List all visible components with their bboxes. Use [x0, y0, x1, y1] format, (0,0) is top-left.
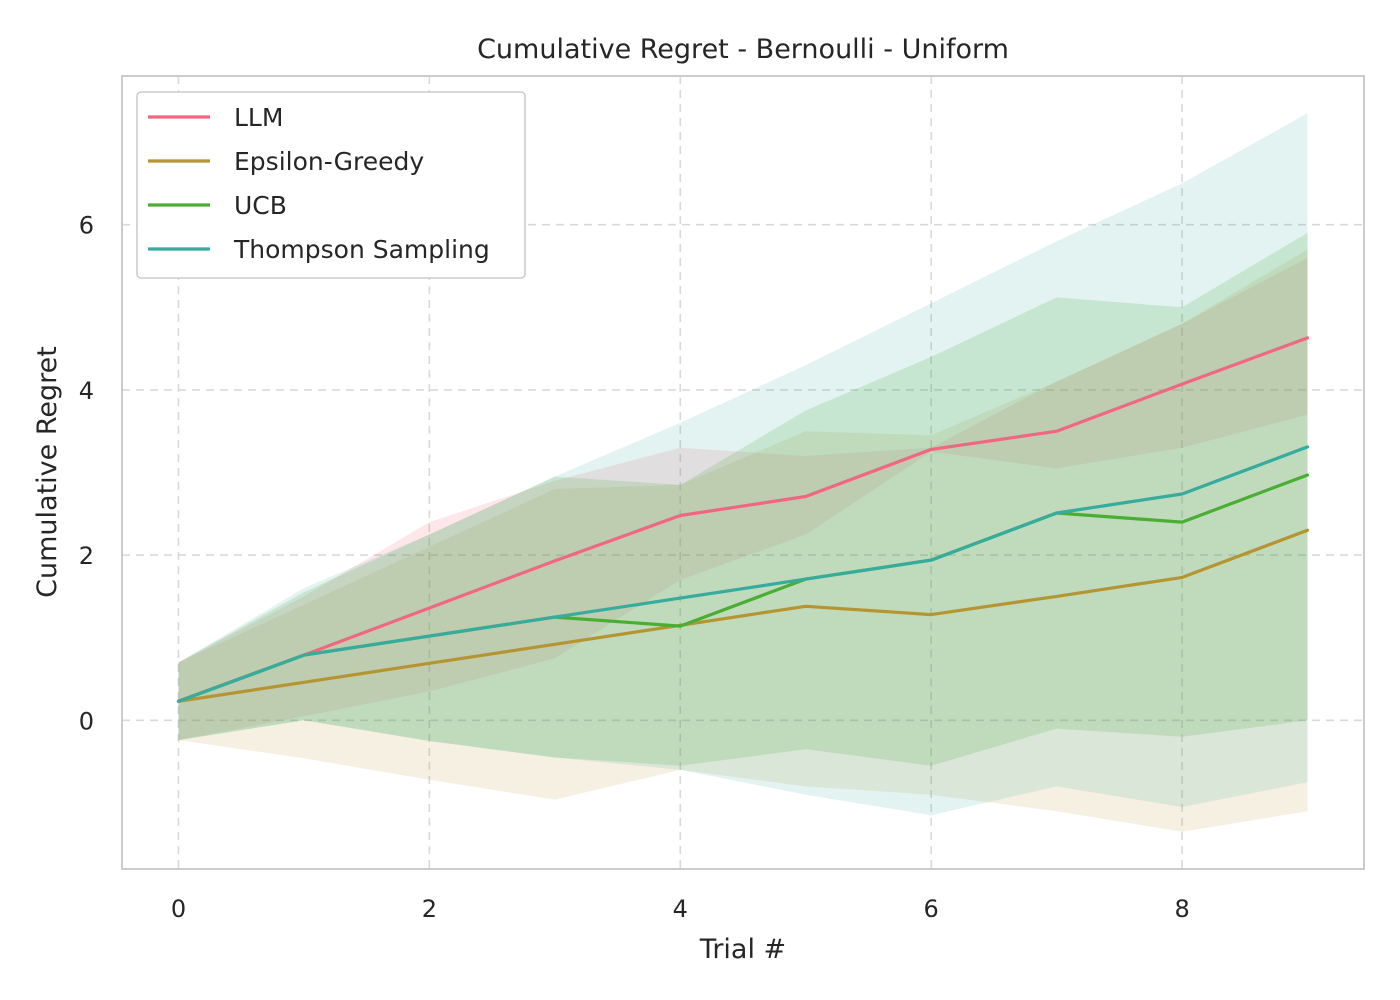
legend-label-epsilon-greedy: Epsilon-Greedy	[234, 147, 424, 176]
y-axis-label: Cumulative Regret	[32, 346, 63, 598]
y-tick-label: 6	[79, 212, 94, 240]
series-lines	[176, 336, 1310, 703]
y-tick-label: 0	[79, 707, 94, 735]
line-llm	[176, 336, 1310, 703]
legend-label-llm: LLM	[234, 103, 283, 132]
band-epsilon-greedy	[178, 249, 1308, 832]
x-tick-label: 0	[171, 895, 186, 923]
legend: LLM Epsilon-Greedy UCB Thompson Sampling	[136, 91, 526, 279]
x-tick-label: 2	[422, 895, 437, 923]
y-tick-label: 4	[79, 377, 94, 405]
x-axis-label: Trial #	[699, 934, 786, 965]
band-llm	[178, 257, 1308, 741]
band-thompson-sampling	[178, 113, 1308, 816]
legend-box	[136, 91, 526, 279]
chart-title: Cumulative Regret - Bernoulli - Uniform	[477, 34, 1009, 65]
y-tick-label: 2	[79, 542, 94, 570]
plot-frame	[121, 75, 1365, 870]
x-tick-label: 4	[673, 895, 688, 923]
tick-labels: 0 2 4 6 8 0 2 4 6	[79, 212, 1190, 923]
line-epsilon-greedy	[176, 528, 1310, 703]
legend-label-thompson-sampling: Thompson Sampling	[233, 235, 490, 264]
x-tick-label: 6	[924, 895, 939, 923]
x-tick-label: 8	[1174, 895, 1189, 923]
line-thompson-sampling	[176, 445, 1310, 703]
legend-label-ucb: UCB	[234, 191, 287, 220]
